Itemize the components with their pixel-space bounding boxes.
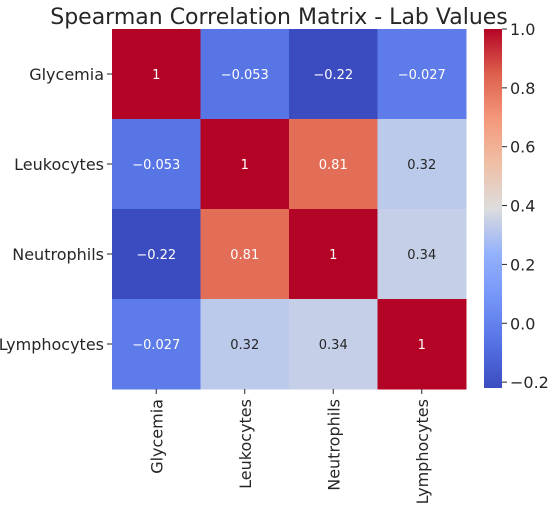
heatmap-cell xyxy=(289,29,378,120)
heatmap-cell xyxy=(289,209,378,300)
colorbar-tick-label: 1.0 xyxy=(510,20,535,39)
colorbar-tick-label: 0.4 xyxy=(510,197,535,216)
column-label: Lymphocytes xyxy=(413,399,432,504)
colorbar-tick-label: 0.8 xyxy=(510,79,535,98)
cell-value-label: −0.053 xyxy=(221,68,269,83)
heatmap-cell xyxy=(112,209,201,300)
heatmap-cell xyxy=(377,119,467,210)
column-label: Leukocytes xyxy=(236,399,255,489)
heatmap-cell xyxy=(377,29,467,120)
heatmap-cell xyxy=(200,209,290,300)
cell-value-label: 1 xyxy=(152,68,160,83)
column-label: Neutrophils xyxy=(324,399,343,491)
heatmap-cell xyxy=(112,29,201,120)
cell-value-label: 0.34 xyxy=(407,248,436,263)
cell-value-label: 0.32 xyxy=(407,158,436,173)
heatmap-cell xyxy=(289,119,378,210)
row-label: Leukocytes xyxy=(14,155,104,174)
heatmap-cell xyxy=(112,299,201,390)
heatmap-cell xyxy=(377,299,467,390)
row-label: Neutrophils xyxy=(12,245,104,264)
row-labels: Glycemia Leukocytes Neutrophils Lymphocytes xyxy=(0,65,112,354)
cell-value-label: 0.32 xyxy=(230,338,259,353)
cell-value-label: 1 xyxy=(418,338,426,353)
row-label: Glycemia xyxy=(29,65,104,84)
colorbar-tick-label: 0.0 xyxy=(510,314,535,333)
heatmap-cells: 1 −0.053 −0.22 −0.027 −0.053 1 0.81 0.32 −0.22 0.… xyxy=(112,29,467,390)
cell-value-label: 1 xyxy=(241,158,249,173)
colorbar: 1.0 0.8 0.6 0.4 0.2 0.0 −0.2 xyxy=(484,20,549,392)
heatmap-cell xyxy=(200,299,290,390)
cell-value-label: 1 xyxy=(329,248,337,263)
heatmap-cell xyxy=(200,119,290,210)
cell-value-label: −0.22 xyxy=(136,248,176,263)
colorbar-tick-label: −0.2 xyxy=(510,373,549,392)
cell-value-label: −0.22 xyxy=(313,68,353,83)
cell-value-label: −0.053 xyxy=(132,158,180,173)
cell-value-label: 0.34 xyxy=(319,338,348,353)
column-label: Glycemia xyxy=(147,399,166,474)
cell-value-label: −0.027 xyxy=(132,338,180,353)
heatmap-cell xyxy=(200,29,290,120)
heatmap-cell xyxy=(112,119,201,210)
column-labels: Glycemia Leukocytes Neutrophils Lymphocytes xyxy=(147,389,432,504)
chart-title: Spearman Correlation Matrix - Lab Values xyxy=(50,5,508,30)
cell-value-label: 0.81 xyxy=(319,158,348,173)
cell-value-label: −0.027 xyxy=(398,68,446,83)
cell-value-label: 0.81 xyxy=(230,248,259,263)
heatmap-cell xyxy=(289,299,378,390)
colorbar-tick-label: 0.6 xyxy=(510,138,535,157)
heatmap-cell xyxy=(377,209,467,300)
row-label: Lymphocytes xyxy=(0,335,104,354)
colorbar-gradient xyxy=(484,29,502,388)
colorbar-tick-label: 0.2 xyxy=(510,255,535,274)
